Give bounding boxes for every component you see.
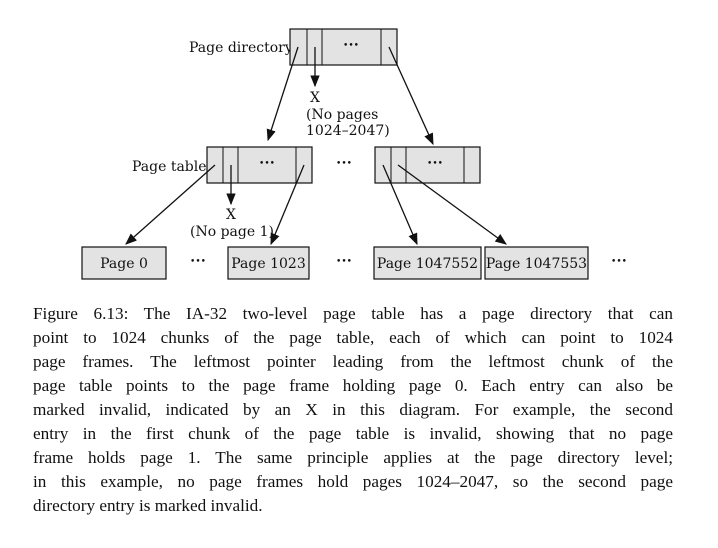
page-table-label: Page table	[132, 159, 207, 175]
page-table-chunk-left: •••	[206, 146, 313, 184]
caption-line: page table points to the page frame hold…	[33, 376, 673, 395]
caption-line: marked invalid, indicated by an X in thi…	[33, 400, 673, 419]
arrow-to-page-1047552	[382, 164, 418, 246]
caption-line: point to 1024 chunks of the page table, …	[33, 328, 673, 347]
page-frame-label: Page 0	[100, 256, 148, 272]
pd-to-right-chunk-arrow	[388, 46, 434, 146]
caption-line: page frames. The leftmost pointer leadin…	[33, 352, 673, 371]
caption-line: in this example, no page frames hold pag…	[33, 472, 673, 491]
page-frame-label: Page 1047552	[377, 256, 478, 272]
no-page-note: (No page 1)	[190, 224, 274, 240]
page-frame-1023: Page 1023	[227, 246, 310, 280]
caption-line: entry in the first chunk of the page tab…	[33, 424, 673, 443]
chunk-right-ellipsis: •••	[427, 159, 443, 169]
arrow-to-page-1023	[270, 164, 305, 246]
caption-line: directory entry is marked invalid.	[33, 496, 263, 515]
pd-to-left-chunk-arrow	[266, 46, 299, 142]
pt-invalid-x: X	[226, 207, 236, 223]
pages-ellipsis: •••	[190, 257, 206, 267]
no-pages-note-line2: 1024–2047)	[306, 123, 390, 139]
pages-ellipsis: •••	[336, 257, 352, 267]
page-frame-label: Page 1023	[231, 256, 305, 272]
pd-invalid-x: X	[310, 90, 320, 106]
chunks-ellipsis: •••	[336, 159, 352, 169]
pages-ellipsis: •••	[611, 257, 627, 267]
caption-line: frame holds page 1. The same principle a…	[33, 448, 673, 467]
page-frame-0: Page 0	[81, 246, 167, 280]
figure-caption: Figure 6.13: The IA-32 two-level page ta…	[33, 302, 673, 518]
arrow-to-page-1047553	[397, 164, 507, 245]
page-table-diagram: Page directory ••• X (No pages 1024–2047…	[81, 28, 627, 280]
page-directory-box: •••	[289, 28, 398, 66]
page-frame-1047553: Page 1047553	[484, 246, 589, 280]
arrow-to-page-0	[125, 164, 216, 245]
no-pages-note-line1: (No pages	[306, 107, 378, 123]
page-table-chunk-right: •••	[374, 146, 481, 184]
page-directory-ellipsis: •••	[343, 41, 359, 51]
page-directory-label: Page directory	[189, 40, 293, 56]
page-frame-1047552: Page 1047552	[373, 246, 482, 280]
caption-line: Figure 6.13: The IA-32 two-level page ta…	[33, 304, 673, 323]
chunk-left-ellipsis: •••	[259, 159, 275, 169]
page-frame-label: Page 1047553	[486, 256, 587, 272]
